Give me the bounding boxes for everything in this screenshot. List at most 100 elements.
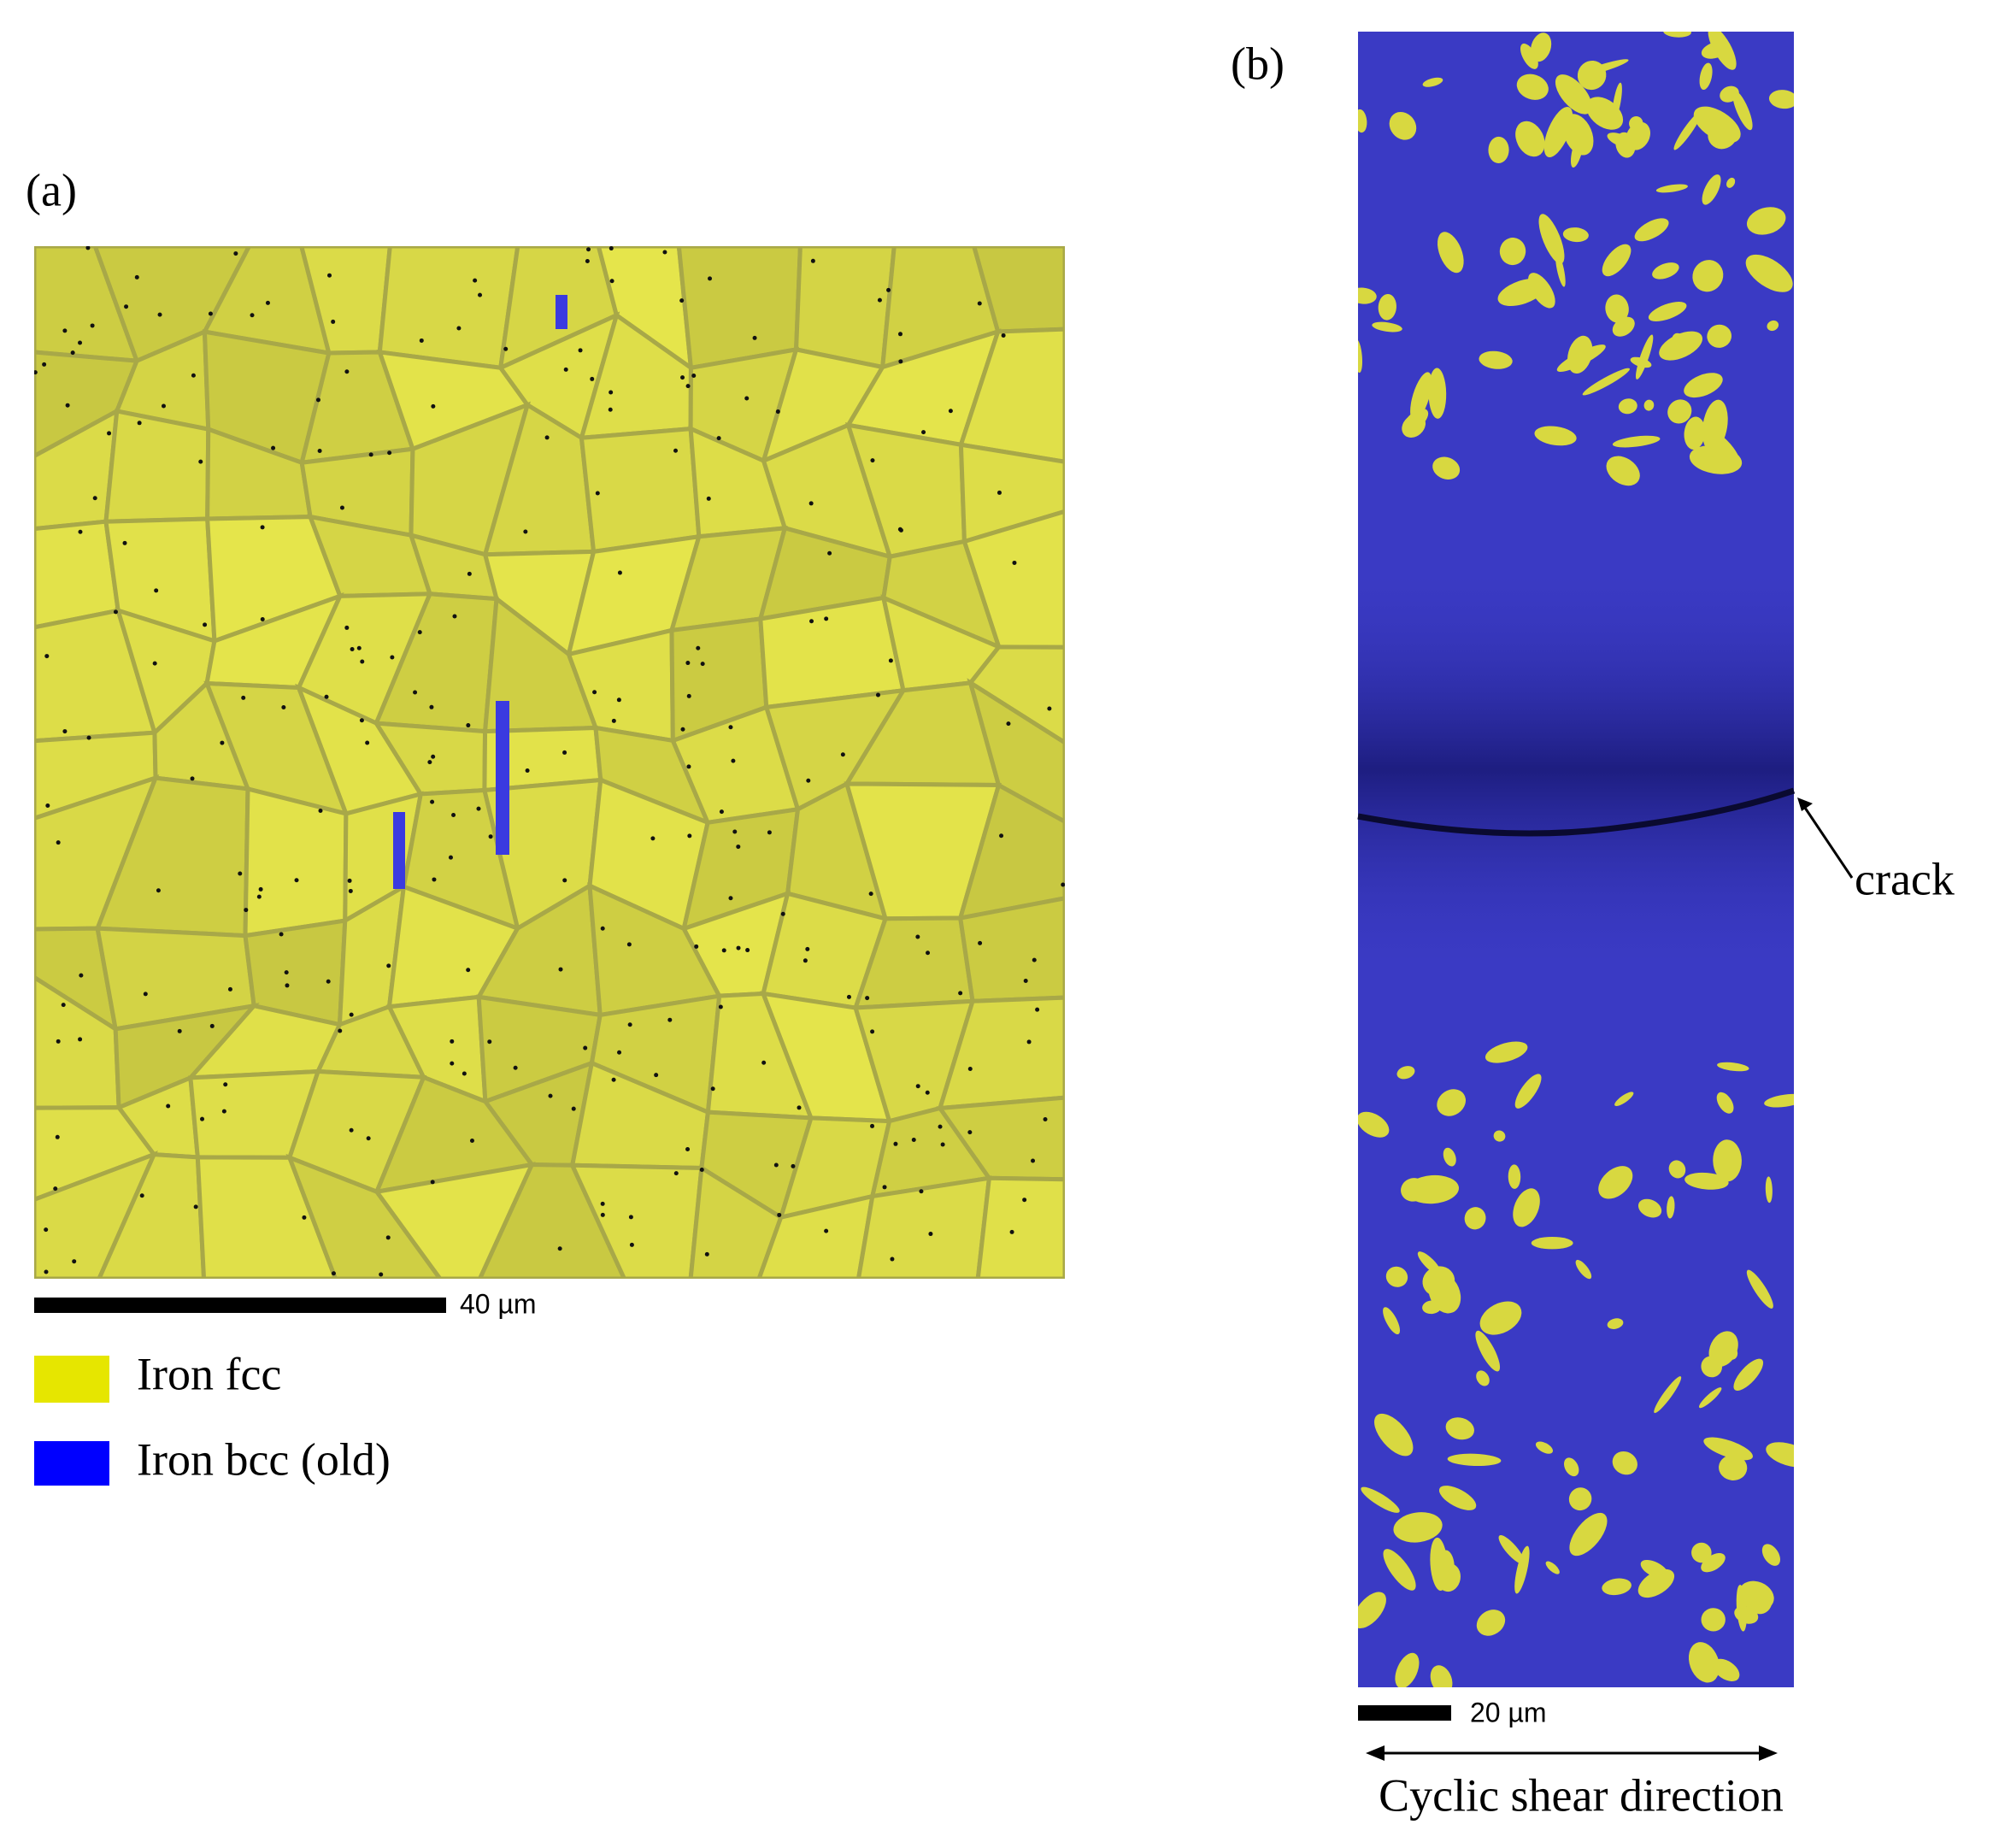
boundary-dot [926,950,931,956]
scale-label: 20 µm [1470,1697,1547,1727]
boundary-dot [65,403,70,408]
fcc-region [1684,373,1723,398]
grain [957,781,1065,921]
fcc-region [1430,1665,1453,1687]
fcc-region [1555,74,1592,115]
boundary-dot [882,1185,887,1190]
fcc-region [1701,1553,1726,1573]
fcc-region [1437,1089,1467,1116]
boundary-dot [898,527,903,533]
boundary-dot [44,1227,49,1233]
fcc-region [1605,294,1629,323]
fcc-region [1562,114,1594,156]
boundary-dot [430,799,435,804]
boundary-dot [385,1235,391,1240]
boundary-dot [134,274,139,280]
boundary-dot [78,340,83,345]
fcc-region [1720,85,1739,103]
boundary-dot [356,645,362,650]
fcc-region [1612,1451,1637,1475]
fcc-region [1378,293,1396,321]
boundary-dot [265,300,270,305]
fcc-region [1479,1301,1522,1335]
boundary-dot [557,1246,562,1251]
boundary-dot [898,359,903,364]
fcc-region [1634,218,1669,242]
fcc-region [1746,207,1786,235]
bcc-region [556,295,567,329]
boundary-dot [324,694,329,699]
boundary-dot [846,994,851,999]
boundary-dot [338,1028,343,1033]
direction-arrow [1366,1745,1778,1761]
boundary-dot [744,396,750,401]
boundary-dot [609,279,614,284]
boundary-dot [870,1029,875,1034]
boundary-dot [586,247,591,252]
fcc-region [1497,278,1547,307]
fcc-region [1582,368,1630,396]
boundary-dot [732,829,738,834]
fcc-region [1428,368,1447,419]
boundary-dot [673,448,679,453]
boundary-dot [1006,721,1011,727]
grain [972,246,1065,334]
boundary-dot [685,661,691,666]
boundary-dot [139,1193,144,1198]
legend-label: Iron bcc (old) [137,1433,391,1485]
fcc-region [1663,32,1691,38]
fcc-region [1643,399,1655,411]
grain [937,995,1065,1111]
boundary-dot [1061,882,1065,887]
panel-label: (a) [26,164,77,215]
boundary-dot [868,892,873,897]
bcc-region [393,812,405,889]
boundary-dot [710,1086,715,1092]
boundary-dot [921,430,926,435]
fcc-region [1612,82,1622,121]
fcc-region [1531,1236,1573,1250]
boundary-dot [281,705,286,710]
boundary-dot [271,445,276,450]
boundary-dot [70,350,75,356]
grain [855,1175,992,1279]
boundary-dot [156,888,161,893]
scale-label: 40 µm [460,1288,537,1319]
fcc-region [1562,227,1589,243]
boundary-dot [348,888,353,893]
fcc-region [1563,1457,1579,1477]
boundary-dot [886,287,891,292]
fcc-region [1428,1273,1461,1314]
boundary-dot [680,375,685,380]
fcc-region [1637,1198,1662,1218]
boundary-dot [55,1134,60,1139]
boundary-dot [154,588,159,593]
fcc-region [1577,60,1607,91]
fcc-region [1688,1642,1720,1683]
boundary-dot [143,992,148,997]
fcc-region [1738,1580,1774,1611]
boundary-dot [466,723,471,728]
boundary-dot [571,1106,576,1111]
grain [373,1162,536,1279]
boundary-dot [62,328,68,333]
boundary-dot [699,1168,704,1173]
boundary-dot [870,458,875,463]
fcc-region [1726,177,1736,188]
boundary-dot [244,908,249,913]
boundary-dot [523,529,528,534]
boundary-dot [685,1147,691,1152]
boundary-dot [327,273,332,278]
fcc-region [1630,356,1652,368]
fcc-region [1514,1074,1542,1109]
boundary-dot [241,695,246,700]
boundary-dot [431,754,436,759]
fcc-region [1635,334,1654,380]
boundary-dot [260,525,265,530]
boundary-dot [797,1105,802,1110]
boundary-dot [694,944,699,949]
fcc-region [1707,324,1732,348]
boundary-dot [893,1141,898,1146]
fcc-region [1668,1160,1686,1179]
boundary-dot [387,450,392,456]
